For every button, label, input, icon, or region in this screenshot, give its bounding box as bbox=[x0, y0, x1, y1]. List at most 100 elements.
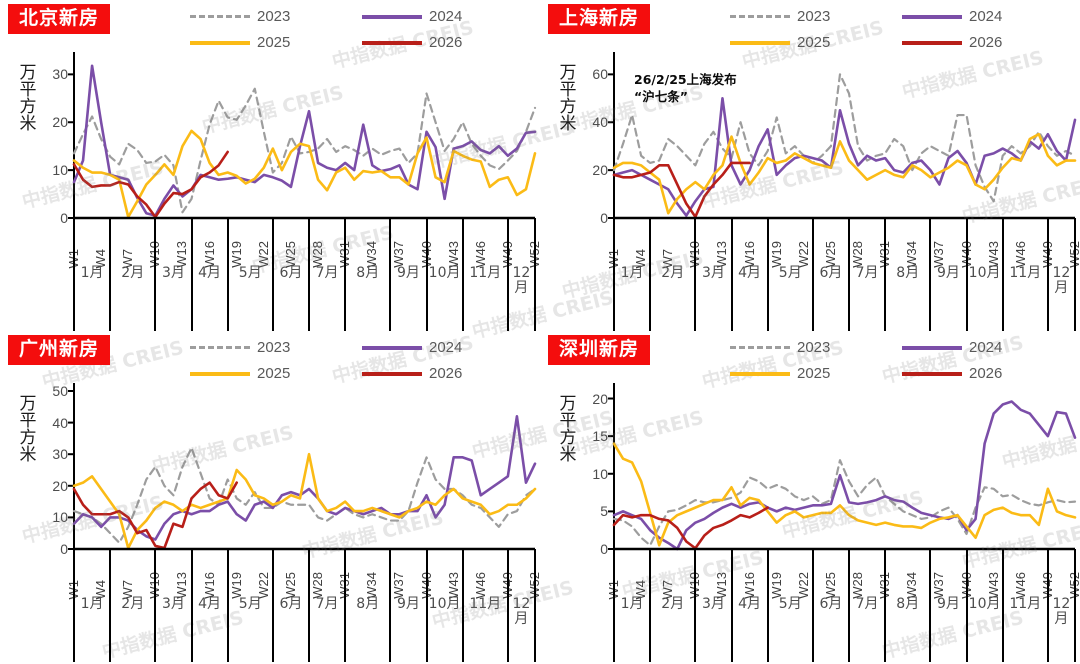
y-axis-label: 万平方米 bbox=[559, 394, 577, 465]
month-separator bbox=[461, 549, 464, 662]
legend-swatch-2025 bbox=[190, 371, 250, 376]
month-separator bbox=[154, 549, 157, 662]
month-label: 10月 bbox=[968, 265, 1001, 281]
month-label: 10月 bbox=[968, 596, 1001, 612]
month-label: 2月 bbox=[661, 596, 685, 612]
month-separator bbox=[190, 549, 193, 662]
y-tick-label: 20 bbox=[592, 162, 608, 179]
legend-item-2025: 2025 bbox=[730, 365, 898, 382]
month-label-row: 1月 2月 3月 4月 5月 6月 7月 8月 9月 10月 11月 12月 bbox=[0, 265, 540, 326]
month-separator bbox=[649, 218, 652, 331]
y-tick-label: 50 bbox=[52, 383, 68, 399]
y-tick-label: 20 bbox=[52, 477, 68, 494]
y-tick-label: 5 bbox=[600, 503, 608, 520]
month-label: 9月 bbox=[936, 596, 960, 612]
month-label: 11月 bbox=[1009, 265, 1042, 281]
legend-label: 2023 bbox=[797, 339, 831, 356]
month-label: 7月 bbox=[855, 265, 879, 281]
month-separator bbox=[389, 218, 392, 331]
month-separator bbox=[848, 549, 851, 662]
legend-item-2024: 2024 bbox=[362, 8, 530, 25]
month-label: 11月 bbox=[1009, 596, 1042, 612]
month-separator bbox=[965, 218, 968, 331]
month-separator bbox=[506, 549, 509, 662]
y-tick-label: 10 bbox=[52, 509, 68, 526]
y-axis-label: 万平方米 bbox=[19, 63, 37, 134]
month-label-row: 1月 2月 3月 4月 5月 6月 7月 8月 9月 10月 11月 12月 bbox=[540, 596, 1080, 657]
month-label: 1月 bbox=[80, 265, 104, 281]
panel-guangzhou: 广州新房 2023 2024 2025 2026 万平方米 0 10 20 30 40 50 W1 W4 W… bbox=[0, 331, 540, 662]
month-label: 3月 bbox=[701, 596, 725, 612]
month-label: 6月 bbox=[279, 596, 303, 612]
month-label: 3月 bbox=[161, 265, 185, 281]
series-line-2023 bbox=[612, 73, 1077, 203]
month-separator bbox=[1046, 218, 1049, 331]
legend-item-2026: 2026 bbox=[362, 34, 530, 51]
month-separator bbox=[1074, 218, 1076, 331]
month-separator bbox=[649, 549, 652, 662]
series-line-2025 bbox=[72, 452, 537, 550]
legend-item-2026: 2026 bbox=[902, 365, 1070, 382]
y-tick-label: 0 bbox=[60, 210, 68, 226]
plot-area-beijing bbox=[0, 0, 540, 331]
month-separator bbox=[1074, 549, 1076, 662]
legend-item-2025: 2025 bbox=[730, 34, 898, 51]
legend-label: 2024 bbox=[969, 8, 1003, 25]
legend-item-2025: 2025 bbox=[190, 365, 358, 382]
month-label: 1月 bbox=[80, 596, 104, 612]
series-line-2026 bbox=[72, 150, 229, 219]
month-label: 8月 bbox=[896, 596, 920, 612]
y-tick-label: 30 bbox=[52, 446, 68, 463]
y-tick-label: 10 bbox=[52, 162, 68, 179]
plot-area-guangzhou bbox=[0, 331, 540, 662]
legend-item-2024: 2024 bbox=[362, 339, 530, 356]
month-separator bbox=[766, 549, 769, 662]
legend-label: 2025 bbox=[797, 365, 831, 382]
month-label-row: 1月 2月 3月 4月 5月 6月 7月 8月 9月 10月 11月 12月 bbox=[540, 265, 1080, 326]
month-label: 7月 bbox=[315, 265, 339, 281]
month-label: 8月 bbox=[356, 596, 380, 612]
month-label: 4月 bbox=[738, 265, 762, 281]
month-separator bbox=[929, 549, 932, 662]
month-label: 7月 bbox=[855, 596, 879, 612]
series-line-2023 bbox=[612, 459, 1077, 547]
legend-label: 2025 bbox=[257, 365, 291, 382]
y-tick-label: 0 bbox=[600, 210, 608, 226]
month-separator bbox=[811, 218, 814, 331]
y-tick-label: 20 bbox=[592, 390, 608, 407]
series-line-2025 bbox=[612, 442, 1077, 547]
legend: 2023 2024 2025 2026 bbox=[730, 8, 1070, 51]
panel-shenzhen: 深圳新房 2023 2024 2025 2026 万平方米 0 5 10 15 20 W1 W4 W7 W1… bbox=[540, 331, 1080, 662]
month-label: 6月 bbox=[279, 265, 303, 281]
month-label: 5月 bbox=[238, 265, 262, 281]
y-tick-label: 15 bbox=[592, 428, 608, 445]
month-separator bbox=[73, 549, 75, 662]
legend-item-2024: 2024 bbox=[902, 8, 1070, 25]
month-separator bbox=[308, 549, 311, 662]
legend-swatch-2023 bbox=[190, 346, 250, 349]
month-separator bbox=[226, 218, 229, 331]
month-label: 9月 bbox=[396, 596, 420, 612]
series-line-2026 bbox=[72, 481, 239, 550]
panel-shanghai: 上海新房 2023 2024 2025 2026 万平方米 0 20 40 60 W1 W4 W7 W10… bbox=[540, 0, 1080, 331]
month-separator bbox=[811, 549, 814, 662]
y-tick-label: 60 bbox=[592, 66, 608, 83]
month-label: 12月 bbox=[1052, 265, 1071, 297]
month-separator bbox=[613, 218, 615, 331]
month-separator bbox=[534, 549, 536, 662]
month-label: 4月 bbox=[198, 596, 222, 612]
legend-label: 2026 bbox=[429, 365, 463, 382]
month-label: 11月 bbox=[469, 265, 502, 281]
series-line-2024 bbox=[72, 64, 537, 217]
series-line-2025 bbox=[72, 129, 537, 219]
month-separator bbox=[766, 218, 769, 331]
legend: 2023 2024 2025 2026 bbox=[190, 339, 530, 382]
legend-label: 2025 bbox=[257, 34, 291, 51]
month-separator bbox=[190, 218, 193, 331]
month-label: 5月 bbox=[778, 265, 802, 281]
legend-swatch-2025 bbox=[190, 40, 250, 45]
month-label: 2月 bbox=[661, 265, 685, 281]
month-label: 10月 bbox=[428, 596, 461, 612]
month-separator bbox=[425, 218, 428, 331]
